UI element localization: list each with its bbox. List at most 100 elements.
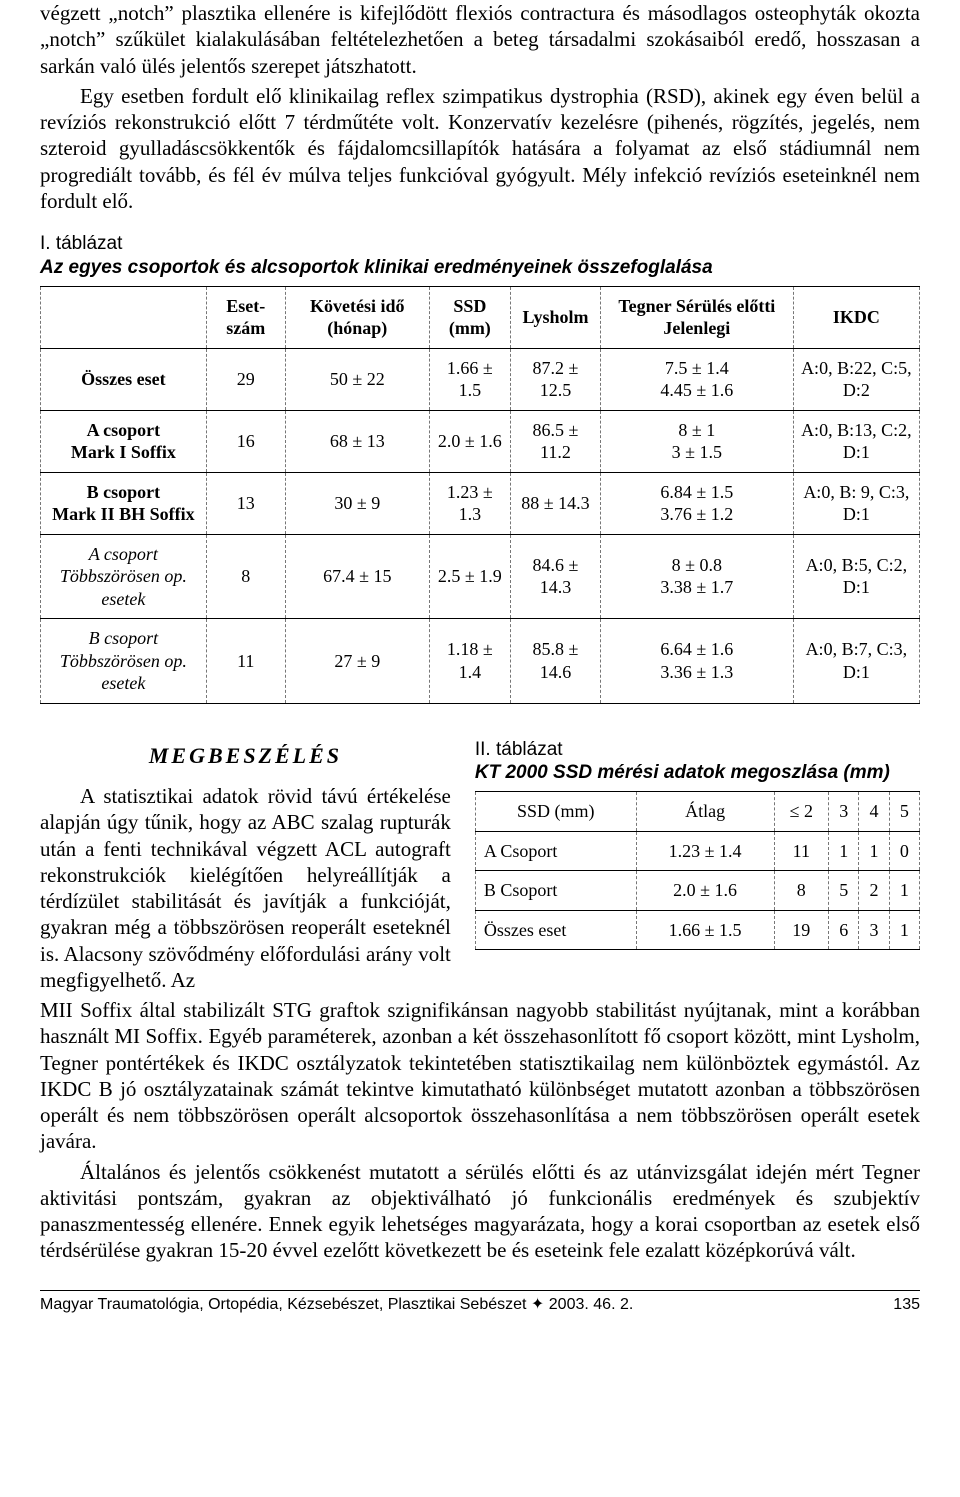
cell: 1: [889, 910, 919, 950]
row-label: B Csoport: [475, 871, 636, 911]
cell: 2.0 ± 1.6: [636, 871, 774, 911]
cell: 6.84 ± 1.53.76 ± 1.2: [601, 472, 794, 534]
cell: 11: [774, 831, 829, 871]
cell: 1: [829, 831, 859, 871]
row-label: B csoportMark II BH Soffix: [41, 472, 207, 534]
cell: 2: [859, 871, 889, 911]
cell: 30 ± 9: [285, 472, 429, 534]
table1-caption: I. táblázat Az egyes csoportok és alcsop…: [40, 232, 920, 280]
cell: 1.66 ± 1.5: [636, 910, 774, 950]
cell: 11: [206, 619, 285, 704]
cell: 0: [889, 831, 919, 871]
cell: 87.2 ± 12.5: [510, 348, 600, 410]
table1-caption-title: Az egyes csoportok és alcsoportok klinik…: [40, 257, 713, 278]
t1-h2: Követési idő (hónap): [285, 286, 429, 348]
row-label: Összes eset: [475, 910, 636, 950]
table-row: B csoportTöbbszörösen op. esetek1127 ± 9…: [41, 619, 920, 704]
cell: 6: [829, 910, 859, 950]
cell: 29: [206, 348, 285, 410]
cell: 1: [889, 871, 919, 911]
footer-journal: Magyar Traumatológia, Ortopédia, Kézsebé…: [40, 1296, 526, 1313]
footer-issue: 2003. 46. 2.: [549, 1296, 634, 1313]
paragraph-5: Általános és jelentős csökkenést mutatot…: [40, 1159, 920, 1264]
cell: 2.5 ± 1.9: [429, 534, 510, 619]
t2-h2: ≤ 2: [774, 792, 829, 832]
table-row: Összes eset1.66 ± 1.519631: [475, 910, 919, 950]
cell: A:0, B:13, C:2, D:1: [793, 410, 919, 472]
table-row: A Csoport1.23 ± 1.411110: [475, 831, 919, 871]
cell: 85.8 ± 14.6: [510, 619, 600, 704]
table1-head: Eset-szám Követési idő (hónap) SSD (mm) …: [41, 286, 920, 348]
table2-caption-num: II. táblázat: [475, 739, 563, 760]
footer-diamond-icon: ✦: [531, 1296, 544, 1313]
table-row: A csoportMark I Soffix1668 ± 132.0 ± 1.6…: [41, 410, 920, 472]
table-row: Összes eset2950 ± 221.66 ± 1.587.2 ± 12.…: [41, 348, 920, 410]
cell: 19: [774, 910, 829, 950]
cell: A:0, B: 9, C:3, D:1: [793, 472, 919, 534]
cell: 84.6 ± 14.3: [510, 534, 600, 619]
cell: 67.4 ± 15: [285, 534, 429, 619]
cell: 1.23 ± 1.4: [636, 831, 774, 871]
row-label: A csoportMark I Soffix: [41, 410, 207, 472]
cell: A:0, B:7, C:3, D:1: [793, 619, 919, 704]
table2: SSD (mm) Átlag ≤ 2 3 4 5 A Csoport1.23 ±…: [475, 791, 920, 950]
two-column-section: MEGBESZÉLÉS A statisztikai adatok rövid …: [40, 738, 920, 998]
t2-h0: SSD (mm): [475, 792, 636, 832]
cell: 8 ± 13 ± 1.5: [601, 410, 794, 472]
right-column: II. táblázat KT 2000 SSD mérési adatok m…: [475, 738, 920, 951]
table2-caption-title: KT 2000 SSD mérési adatok megoszlása (mm…: [475, 762, 890, 783]
cell: A:0, B:22, C:5, D:2: [793, 348, 919, 410]
cell: 50 ± 22: [285, 348, 429, 410]
table1-body: Összes eset2950 ± 221.66 ± 1.587.2 ± 12.…: [41, 348, 920, 703]
cell: 13: [206, 472, 285, 534]
t1-h1: Eset-szám: [206, 286, 285, 348]
footer-left: Magyar Traumatológia, Ortopédia, Kézsebé…: [40, 1295, 633, 1315]
paragraph-1: végzett „notch” plasztika ellenére is ki…: [40, 0, 920, 79]
t2-h5: 5: [889, 792, 919, 832]
table2-head: SSD (mm) Átlag ≤ 2 3 4 5: [475, 792, 919, 832]
cell: 27 ± 9: [285, 619, 429, 704]
left-column: MEGBESZÉLÉS A statisztikai adatok rövid …: [40, 738, 451, 998]
t1-h4: Lysholm: [510, 286, 600, 348]
table-row: B csoportMark II BH Soffix1330 ± 91.23 ±…: [41, 472, 920, 534]
paragraph-4: MII Soffix által stabilizált STG graftok…: [40, 997, 920, 1155]
footer-page-number: 135: [893, 1295, 920, 1315]
cell: A:0, B:5, C:2, D:1: [793, 534, 919, 619]
cell: 68 ± 13: [285, 410, 429, 472]
paragraph-3-left: A statisztikai adatok rövid távú értékel…: [40, 783, 451, 993]
t2-h4: 4: [859, 792, 889, 832]
table2-body: A Csoport1.23 ± 1.411110B Csoport2.0 ± 1…: [475, 831, 919, 950]
table1-caption-num: I. táblázat: [40, 233, 122, 254]
t2-h1: Átlag: [636, 792, 774, 832]
row-label: A Csoport: [475, 831, 636, 871]
row-label: A csoportTöbbszörösen op. esetek: [41, 534, 207, 619]
paragraph-2: Egy esetben fordult elő klinikailag refl…: [40, 83, 920, 214]
t1-h6: IKDC: [793, 286, 919, 348]
cell: 1: [859, 831, 889, 871]
section-heading: MEGBESZÉLÉS: [40, 742, 451, 770]
cell: 1.66 ± 1.5: [429, 348, 510, 410]
table-row: B Csoport2.0 ± 1.68521: [475, 871, 919, 911]
cell: 8 ± 0.83.38 ± 1.7: [601, 534, 794, 619]
cell: 16: [206, 410, 285, 472]
cell: 7.5 ± 1.44.45 ± 1.6: [601, 348, 794, 410]
cell: 2.0 ± 1.6: [429, 410, 510, 472]
t1-h0: [41, 286, 207, 348]
cell: 8: [774, 871, 829, 911]
t1-h5: Tegner Sérülés előtti Jelenlegi: [601, 286, 794, 348]
table1: Eset-szám Követési idő (hónap) SSD (mm) …: [40, 286, 920, 704]
table-row: A csoportTöbbszörösen op. esetek867.4 ± …: [41, 534, 920, 619]
page: végzett „notch” plasztika ellenére is ki…: [0, 0, 960, 1335]
cell: 86.5 ± 11.2: [510, 410, 600, 472]
table2-caption: II. táblázat KT 2000 SSD mérési adatok m…: [475, 738, 920, 786]
cell: 88 ± 14.3: [510, 472, 600, 534]
row-label: B csoportTöbbszörösen op. esetek: [41, 619, 207, 704]
cell: 6.64 ± 1.63.36 ± 1.3: [601, 619, 794, 704]
cell: 8: [206, 534, 285, 619]
cell: 1.18 ± 1.4: [429, 619, 510, 704]
cell: 5: [829, 871, 859, 911]
cell: 1.23 ± 1.3: [429, 472, 510, 534]
t2-h3: 3: [829, 792, 859, 832]
t1-h3: SSD (mm): [429, 286, 510, 348]
cell: 3: [859, 910, 889, 950]
